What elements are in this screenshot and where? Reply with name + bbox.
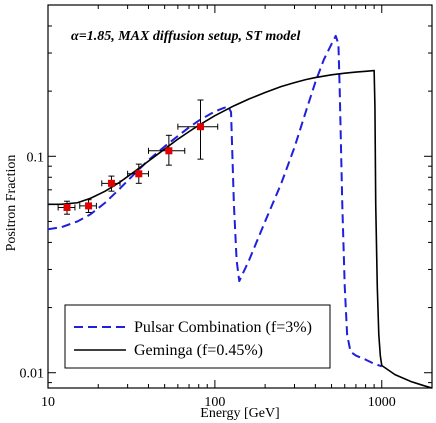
data-point <box>127 163 149 184</box>
x-tick-label: 100 <box>204 395 225 410</box>
data-point-marker <box>85 202 93 210</box>
data-point <box>57 200 76 215</box>
data-point <box>79 199 97 213</box>
y-tick-label: 0.01 <box>20 367 45 382</box>
x-tick-label: 1000 <box>368 395 396 410</box>
data-point-marker <box>196 123 204 131</box>
y-tick-label: 0.1 <box>27 150 45 165</box>
series-line-geminga <box>48 69 433 389</box>
plot-frame <box>47 4 433 389</box>
data-point <box>147 134 186 166</box>
data-point-marker <box>63 203 71 211</box>
legend-label: Geminga (f=0.45%) <box>134 342 263 359</box>
legend: Pulsar Combination (f=3%) Geminga (f=0.45… <box>64 304 331 369</box>
chart-annotation: α=1.85, MAX diffusion setup, ST model <box>71 29 300 44</box>
data-point-marker <box>135 170 143 178</box>
data-point <box>177 99 219 160</box>
y-axis-label: Positron Fraction <box>4 155 19 252</box>
series-line-pulsar-combination <box>47 34 383 368</box>
legend-box <box>64 304 331 369</box>
data-point-marker <box>165 147 173 155</box>
x-axis-label: Energy [GeV] <box>200 406 279 421</box>
data-point-marker <box>107 179 115 187</box>
data-point <box>101 175 121 192</box>
x-tick-label: 10 <box>41 395 55 410</box>
legend-label: Pulsar Combination (f=3%) <box>134 319 312 336</box>
